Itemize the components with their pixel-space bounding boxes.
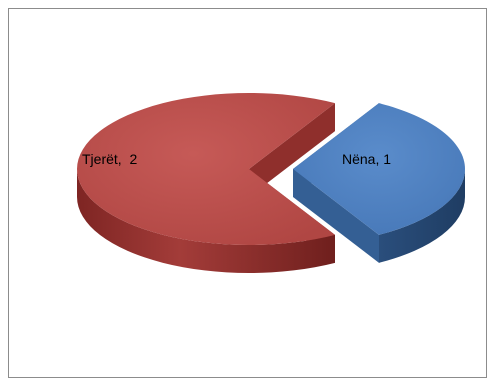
slice-side — [379, 169, 465, 263]
pie-chart: Nëna, 1 Tjerët, 2 — [76, 92, 465, 273]
data-label-nena: Nëna, 1 — [342, 151, 391, 167]
slice-side — [77, 169, 335, 273]
slice-top — [76, 92, 335, 245]
chart-frame: Nëna, 1 Tjerët, 2 — [8, 8, 487, 378]
data-label-tjeret: Tjerët, 2 — [82, 151, 137, 167]
pie-slice-nena — [293, 103, 465, 263]
pie-slice-tjeret — [76, 92, 335, 273]
slice-top — [293, 103, 465, 235]
slice-wall — [249, 103, 335, 197]
slice-wall — [293, 169, 379, 263]
